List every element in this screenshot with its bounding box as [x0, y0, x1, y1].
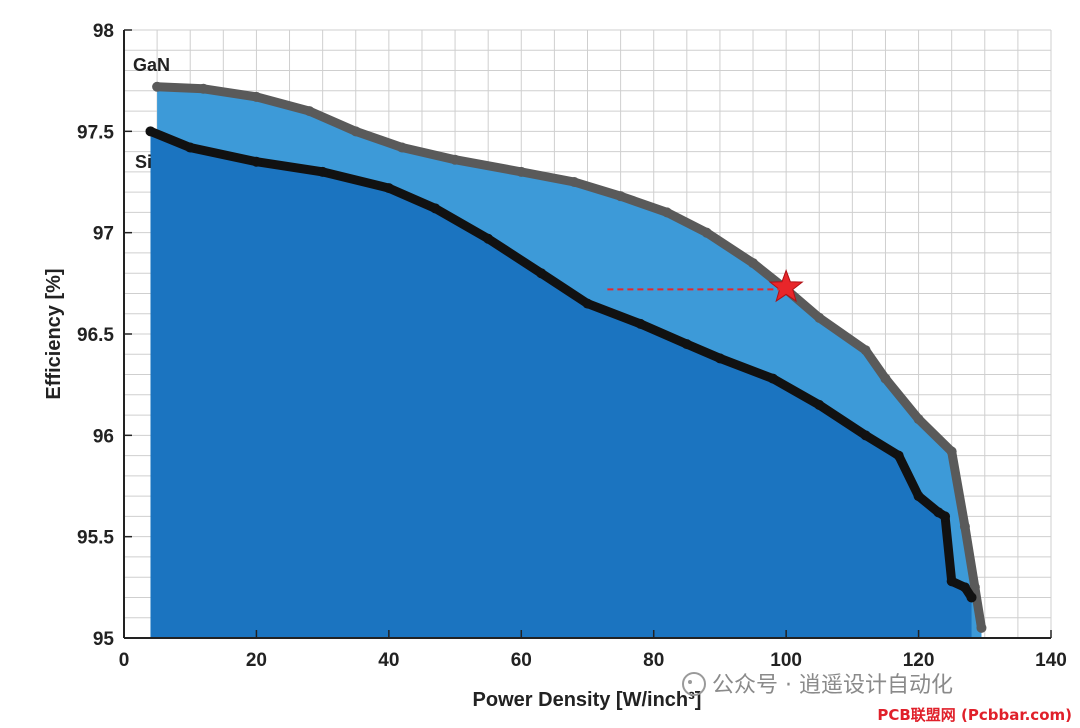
pareto-point-si — [635, 318, 646, 329]
design-cloud-si — [150, 131, 972, 638]
pareto-point-gan — [913, 414, 924, 425]
y-tick-label: 95.5 — [77, 528, 114, 549]
watermark-source: PCB联盟网 (Pcbbar.com) — [877, 706, 1072, 724]
pareto-line-gan — [152, 82, 986, 633]
pareto-point-si — [185, 142, 196, 153]
series-label-si: Si — [135, 152, 152, 172]
watermark: 公众号 · 逍遥设计自动化 — [682, 672, 953, 698]
y-tick-label: 95 — [93, 629, 115, 650]
x-tick-label: 40 — [378, 650, 399, 671]
pareto-point-gan — [880, 373, 891, 384]
pareto-point-si — [536, 268, 547, 279]
pareto-point-gan — [152, 81, 163, 92]
pareto-point-gan — [450, 154, 461, 165]
pareto-point-gan — [397, 142, 408, 153]
pareto-point-si — [681, 339, 692, 350]
x-axis-label: Power Density [W/inch³] — [473, 689, 702, 711]
y-tick-label: 97 — [93, 224, 114, 245]
pareto-point-si — [767, 373, 778, 384]
pareto-point-gan — [251, 91, 262, 102]
wechat-icon-dot — [688, 680, 692, 684]
pareto-point-gan — [615, 191, 626, 202]
y-axis-label: Efficiency [%] — [43, 268, 65, 399]
pareto-point-si — [940, 511, 951, 522]
annotations — [607, 268, 804, 303]
pareto-point-gan — [661, 207, 672, 218]
pareto-fronts — [145, 81, 987, 633]
wechat-icon — [682, 672, 706, 696]
pareto-point-gan — [959, 521, 970, 532]
y-tick-label: 96.5 — [77, 325, 114, 346]
x-tick-label: 0 — [119, 650, 130, 671]
pareto-point-si — [913, 491, 924, 502]
y-tick-label: 98 — [93, 21, 114, 42]
pareto-point-si — [946, 576, 957, 587]
x-tick-label: 20 — [246, 650, 267, 671]
tick-labels: 0 20 40 60 80 100 120 140 95 95.5 96 96.5 97 97.5 98 — [77, 21, 1067, 671]
x-tick-label: 80 — [643, 650, 664, 671]
series-label-gan: GaN — [133, 55, 170, 75]
x-tick-label: 100 — [770, 650, 802, 671]
pareto-point-gan — [814, 312, 825, 323]
pareto-point-gan — [748, 258, 759, 269]
pareto-point-si — [893, 450, 904, 461]
pareto-point-si — [814, 399, 825, 410]
design-space-clouds — [150, 86, 982, 638]
y-tick-label: 97.5 — [77, 122, 114, 143]
pareto-point-si — [251, 156, 262, 167]
y-tick-label: 96 — [93, 426, 114, 447]
pareto-point-gan — [198, 83, 209, 94]
pareto-point-si — [430, 203, 441, 214]
pareto-point-si — [145, 126, 156, 137]
pareto-point-gan — [701, 227, 712, 238]
x-tick-label: 60 — [511, 650, 532, 671]
x-tick-label: 120 — [903, 650, 935, 671]
pareto-point-si — [317, 166, 328, 177]
pareto-point-si — [860, 430, 871, 441]
pareto-point-si — [966, 592, 977, 603]
pareto-point-gan — [860, 345, 871, 356]
pareto-point-si — [383, 183, 394, 194]
pareto-point-si — [959, 582, 970, 593]
pareto-point-gan — [969, 582, 980, 593]
pareto-point-si — [714, 353, 725, 364]
pareto-point-gan — [569, 177, 580, 187]
watermark-text: 公众号 · 逍遥设计自动化 — [712, 673, 953, 698]
pareto-point-gan — [516, 166, 527, 177]
pareto-point-gan — [946, 446, 957, 457]
pareto-point-gan — [350, 126, 361, 137]
pareto-point-si — [582, 298, 593, 309]
pareto-point-si — [483, 233, 494, 244]
pareto-point-gan — [976, 622, 987, 633]
highlight-star-marker — [768, 268, 804, 303]
pareto-point-gan — [304, 106, 315, 117]
x-tick-label: 140 — [1035, 650, 1067, 671]
